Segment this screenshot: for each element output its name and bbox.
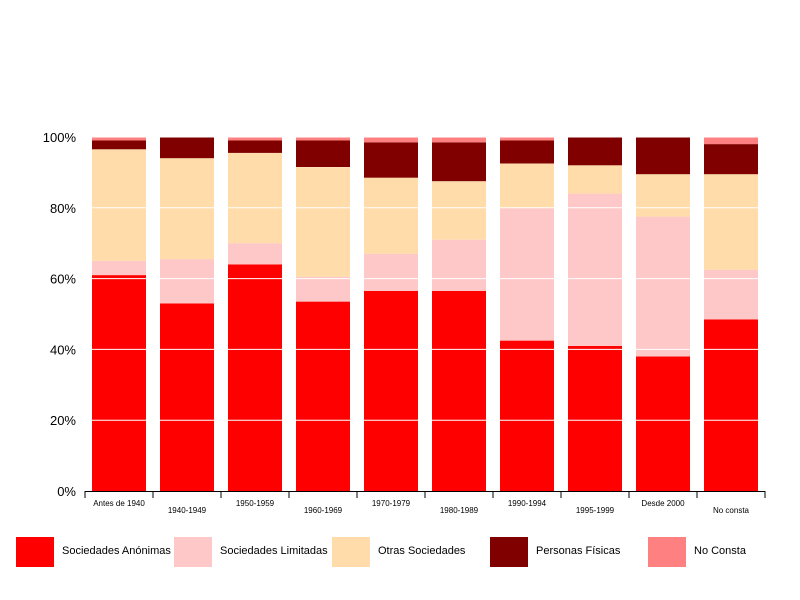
legend-label: Otras Sociedades [378,545,466,557]
bar-segment [296,301,350,491]
x-axis: Antes de 1940 1940-1949 1950-1959 1960-1969… [84,491,766,515]
bar-segment [432,291,486,491]
y-tick-label: 0% [57,484,76,499]
x-tick-label: Antes de 1940 [93,499,145,508]
y-tick-label: 80% [50,201,76,216]
bar-segment [568,137,622,166]
bar-segment [500,137,554,141]
stacked-bar-chart: 0% 20% 40% 60% 80% 100% Antes de 1940 1940-194… [43,130,766,515]
x-tick-label: 1960-1969 [304,506,343,515]
x-tick-label: 1950-1959 [236,499,275,508]
bar-segment [296,167,350,277]
y-tick-label: 20% [50,413,76,428]
bar-segment [500,340,554,491]
bar-segment [364,291,418,491]
bar-segment [636,216,690,357]
legend-label: No Consta [694,545,746,557]
bar-segment [364,253,418,291]
bar-segment [228,243,282,265]
bar-segment [160,303,214,491]
legend-label: Sociedades Anónimas [62,545,171,557]
bar-segment [704,319,758,491]
bar-segment [500,207,554,341]
bar-segment [92,260,146,276]
bar-segment [296,276,350,302]
legend-swatch [16,537,54,567]
bar-segment [296,137,350,141]
bar-segment [568,165,622,194]
bar-segment [92,140,146,150]
bar-segment [92,149,146,261]
bar-segment [228,140,282,153]
bar-segment [160,259,214,304]
legend-swatch [332,537,370,567]
x-tick-label: 1970-1979 [372,499,411,508]
bar-segment [228,137,282,141]
bar-segment [160,137,214,159]
bar-segment [92,275,146,491]
bar-segment [704,269,758,320]
bar-segment [636,137,690,175]
bar-segment [296,140,350,167]
x-tick-label: 1940-1949 [168,506,207,515]
legend: Sociedades Anónimas Sociedades Limitadas O… [16,537,786,567]
bar-segment [500,140,554,164]
bar-segment [432,181,486,240]
x-tick-label: 1995-1999 [576,506,615,515]
legend-label: Sociedades Limitadas [220,545,328,557]
bar-segment [160,158,214,260]
y-tick-label: 60% [50,272,76,287]
bar-segment [568,345,622,491]
x-tick-label: Desde 2000 [641,499,685,508]
legend-swatch [648,537,686,567]
bar-segment [704,137,758,145]
legend-label: Personas Físicas [536,545,621,557]
bar-segment [364,137,418,143]
bar-segment [432,142,486,182]
bar-segment [500,163,554,208]
y-axis: 0% 20% 40% 60% 80% 100% [43,130,77,499]
bar-segment [92,137,146,141]
bars [85,136,765,491]
x-tick-label: 1980-1989 [440,506,479,515]
bar-segment [364,177,418,254]
bar-segment [636,356,690,491]
bar-segment [568,193,622,346]
bar-segment [228,152,282,244]
y-tick-label: 40% [50,342,76,357]
bar-segment [432,239,486,291]
bar-segment [432,137,486,143]
x-tick-label: 1990-1994 [508,499,547,508]
legend-swatch [174,537,212,567]
y-tick-label: 100% [43,130,77,145]
bar-segment [636,174,690,217]
bar-segment [228,264,282,491]
x-tick-label: No consta [713,506,750,515]
bar-segment [704,144,758,175]
bar-segment [364,142,418,178]
legend-swatch [490,537,528,567]
bar-segment [704,174,758,270]
